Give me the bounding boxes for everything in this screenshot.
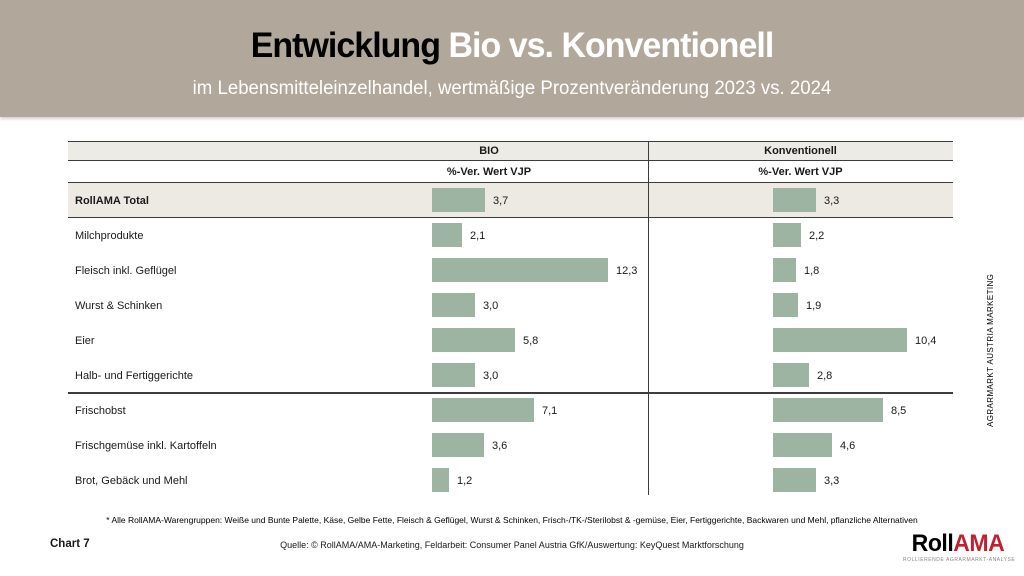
metric-header-konventionell: %-Ver. Wert VJP (758, 165, 843, 178)
value-label: 12,3 (616, 264, 638, 277)
row-label: Wurst & Schinken (75, 299, 163, 312)
page-subtitle: im Lebensmitteleinzelhandel, wertmäßige … (192, 78, 832, 99)
bio-bar (432, 188, 485, 212)
table-row: Frischobst 7,1 8,5 (68, 393, 953, 428)
row-label: RollAMA Total (75, 194, 149, 207)
bio-bar (432, 398, 534, 422)
value-label: 3,3 (824, 474, 840, 487)
table-row: Wurst & Schinken 3,0 1,9 (68, 288, 953, 323)
value-label: 3,6 (492, 439, 508, 452)
value-label: 8,5 (891, 404, 907, 417)
source-line: Quelle: © RollAMA/AMA-Marketing, Feldarb… (280, 540, 744, 550)
value-label: 4,6 (840, 439, 856, 452)
konventionell-bar (773, 433, 832, 457)
bio-bar (432, 433, 484, 457)
rollama-logo-tagline: ROLLIERENDE AGRARMARKT-ANALYSE (903, 557, 1016, 563)
konventionell-bar (773, 398, 883, 422)
konventionell-bar (773, 293, 798, 317)
bio-bar (432, 328, 515, 352)
konventionell-bar (773, 188, 816, 212)
table-header-row: BIO Konventionell (68, 141, 953, 161)
column-divider-line (648, 141, 649, 495)
chart-number: Chart 7 (50, 538, 90, 550)
bio-bar (432, 258, 608, 282)
row-label: Frischobst (75, 404, 126, 417)
table-rows: RollAMA Total 3,7 3,3 Milchprodukte 2,1 2,2 Fl… (68, 183, 953, 498)
group-separator-line (68, 392, 953, 394)
value-label: 10,4 (915, 334, 937, 347)
table-row: RollAMA Total 3,7 3,3 (68, 183, 953, 218)
value-label: 1,2 (457, 474, 473, 487)
column-header-bio: BIO (479, 145, 499, 157)
row-label: Halb- und Fertiggerichte (75, 369, 194, 382)
logo-part-roll: Roll (911, 530, 954, 557)
table-row: Frischgemüse inkl. Kartoffeln 3,6 4,6 (68, 428, 953, 463)
table-row: Fleisch inkl. Geflügel 12,3 1,8 (68, 253, 953, 288)
konventionell-bar (773, 258, 796, 282)
row-label: Fleisch inkl. Geflügel (75, 264, 177, 277)
value-label: 5,8 (523, 334, 539, 347)
value-label: 3,7 (493, 194, 509, 207)
value-label: 1,9 (806, 299, 822, 312)
rollama-logo: RollAMA ROLLIERENDE AGRARMARKT-ANALYSE (903, 532, 1016, 563)
comparison-table: BIO Konventionell %-Ver. Wert VJP %-Ver.… (68, 141, 953, 498)
table-row: Eier 5,8 10,4 (68, 323, 953, 358)
bio-bar (432, 468, 449, 492)
title-band (0, 0, 1024, 117)
row-label: Frischgemüse inkl. Kartoffeln (75, 439, 217, 452)
row-label: Milchprodukte (75, 229, 144, 242)
column-header-konventionell: Konventionell (764, 145, 837, 157)
konventionell-bar (773, 468, 816, 492)
page-title-white: Bio vs. Konventionell (448, 26, 774, 65)
table-row: Halb- und Fertiggerichte 3,0 2,8 (68, 358, 953, 393)
konventionell-bar (773, 328, 907, 352)
konventionell-bar (773, 363, 809, 387)
rollama-logo-wordmark: RollAMA (905, 532, 1011, 556)
page-title: Entwicklung Bio vs. Konventionell (15, 28, 1008, 63)
bio-bar (432, 363, 475, 387)
row-label: Eier (75, 334, 95, 347)
table-row: Milchprodukte 2,1 2,2 (68, 218, 953, 253)
value-label: 2,8 (817, 369, 833, 382)
logo-part-ama: AMA (953, 530, 1005, 557)
value-label: 3,0 (483, 299, 499, 312)
table-row: Brot, Gebäck und Mehl 1,2 3,3 (68, 463, 953, 498)
footnote: * Alle RollAMA-Warengruppen: Weiße und B… (106, 515, 918, 525)
row-label: Brot, Gebäck und Mehl (75, 474, 188, 487)
table-metric-row: %-Ver. Wert VJP %-Ver. Wert VJP (68, 161, 953, 183)
konventionell-bar (773, 223, 801, 247)
page-title-black: Entwicklung (250, 26, 449, 65)
metric-header-bio: %-Ver. Wert VJP (446, 165, 532, 178)
value-label: 2,2 (809, 229, 825, 242)
value-label: 7,1 (542, 404, 558, 417)
value-label: 3,3 (824, 194, 840, 207)
bio-bar (432, 223, 462, 247)
side-vertical-label: AGRARMARKT AUSTRIA MARKETING (986, 273, 995, 428)
value-label: 3,0 (483, 369, 499, 382)
bio-bar (432, 293, 475, 317)
value-label: 1,8 (804, 264, 820, 277)
value-label: 2,1 (470, 229, 486, 242)
